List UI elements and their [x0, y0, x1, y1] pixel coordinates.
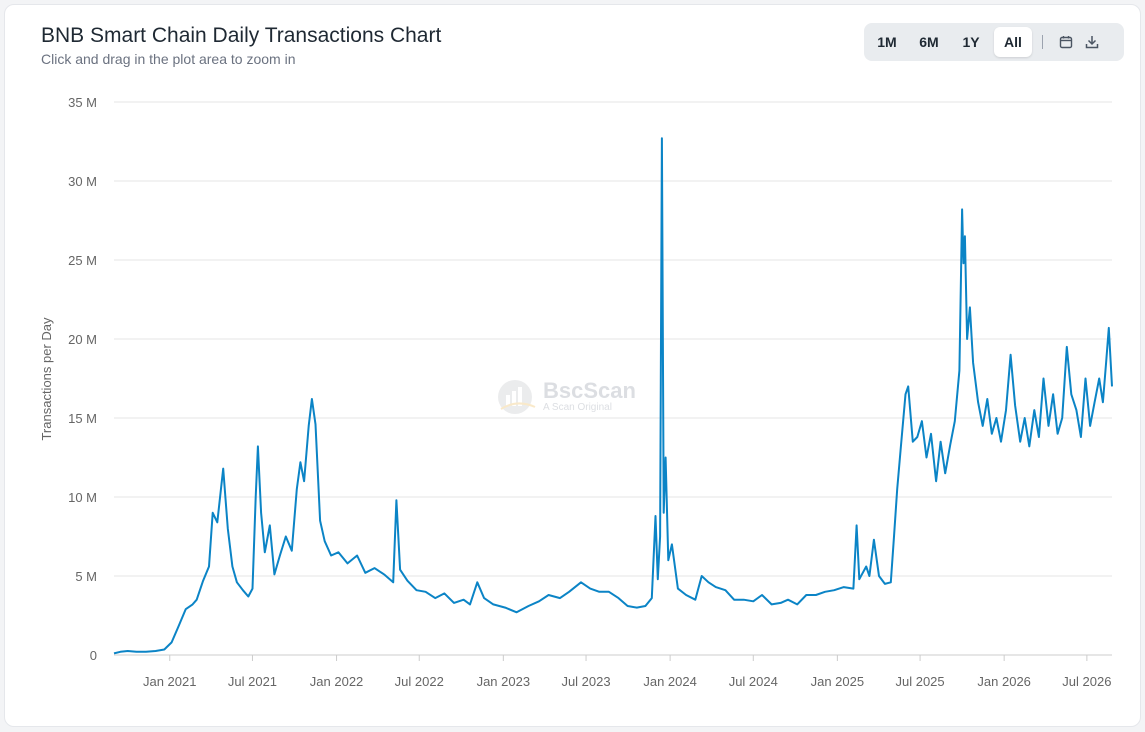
download-icon — [1085, 36, 1099, 49]
series-layer — [113, 137, 1113, 655]
series-line[interactable] — [113, 137, 1113, 655]
range-1m-button[interactable]: 1M — [868, 27, 906, 57]
y-tick-label: 5 M — [75, 569, 97, 584]
x-tick-label: Jan 2026 — [977, 674, 1031, 689]
y-axis-label: Transactions per Day — [39, 317, 54, 441]
x-tick-label: Jul 2025 — [895, 674, 944, 689]
x-axis-ticks: Jan 2021 Jul 2021 Jan 2022 Jul 2022 Jan 2023… — [143, 655, 1111, 689]
y-axis-ticks: 0 5 M 10 M 15 M 20 M 25 M 30 M 35 M — [68, 95, 97, 663]
range-6m-button[interactable]: 6M — [910, 27, 948, 57]
toolbar-divider — [1042, 35, 1043, 49]
x-tick-label: Jul 2023 — [561, 674, 610, 689]
x-tick-label: Jul 2021 — [228, 674, 277, 689]
range-1y-button[interactable]: 1Y — [952, 27, 990, 57]
y-tick-label: 30 M — [68, 174, 97, 189]
x-tick-label: Jul 2026 — [1062, 674, 1111, 689]
x-tick-label: Jan 2021 — [143, 674, 197, 689]
chart-title: BNB Smart Chain Daily Transactions Chart — [41, 24, 442, 47]
x-tick-label: Jul 2024 — [729, 674, 778, 689]
x-tick-label: Jan 2025 — [811, 674, 865, 689]
y-tick-label: 25 M — [68, 253, 97, 268]
y-tick-label: 20 M — [68, 332, 97, 347]
download-button[interactable] — [1079, 27, 1105, 57]
y-tick-label: 10 M — [68, 490, 97, 505]
calendar-icon — [1059, 36, 1073, 49]
y-tick-label: 15 M — [68, 411, 97, 426]
y-tick-label: 35 M — [68, 95, 97, 110]
x-tick-label: Jan 2023 — [477, 674, 531, 689]
range-toolbar: 1M 6M 1Y All — [864, 23, 1124, 61]
calendar-button[interactable] — [1053, 27, 1079, 57]
x-tick-label: Jan 2022 — [310, 674, 364, 689]
x-tick-label: Jul 2022 — [395, 674, 444, 689]
range-all-button[interactable]: All — [994, 27, 1032, 57]
chart-card: BNB Smart Chain Daily Transactions Chart… — [4, 4, 1141, 727]
chart-subtitle: Click and drag in the plot area to zoom … — [41, 51, 296, 67]
grid-lines — [114, 101, 1112, 656]
x-tick-label: Jan 2024 — [643, 674, 697, 689]
y-tick-label: 0 — [90, 648, 97, 663]
